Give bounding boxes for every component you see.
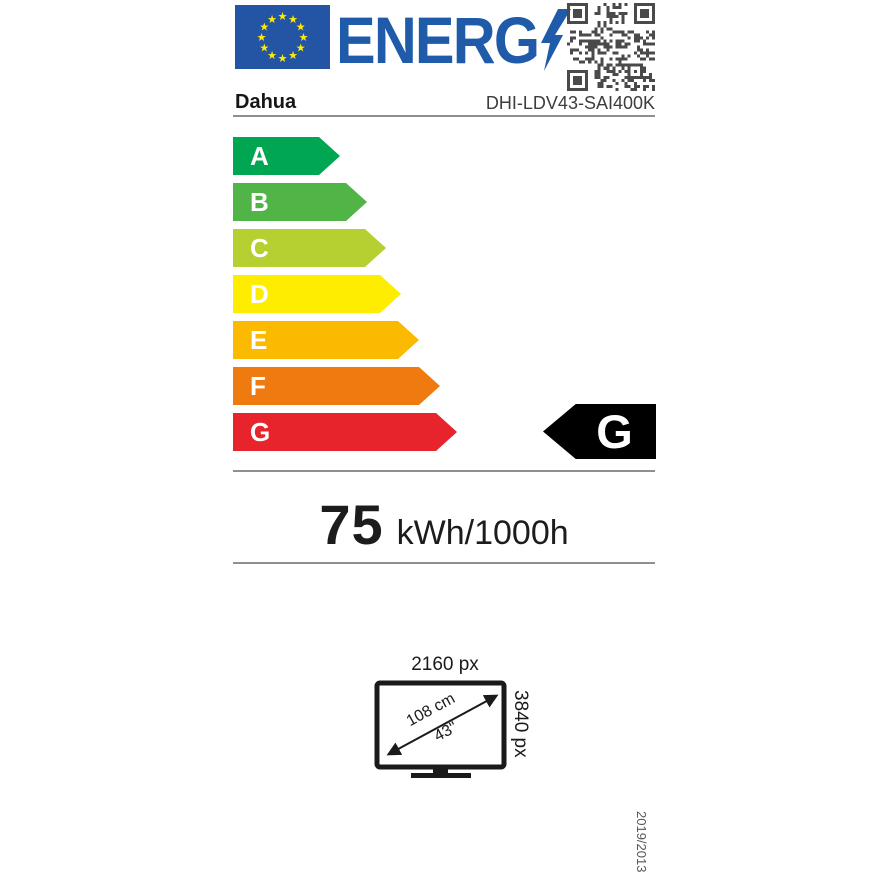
- svg-text:★: ★: [278, 52, 288, 65]
- svg-text:★: ★: [288, 13, 298, 26]
- consumption-value: 75: [319, 493, 384, 556]
- vertical-resolution-label: 3840 px: [510, 690, 531, 758]
- consumption-unit: kWh/1000h: [396, 514, 569, 552]
- energy-class-row-c: C: [233, 229, 457, 267]
- energy-class-row-d: D: [233, 275, 457, 313]
- energy-class-arrow: D: [233, 275, 401, 313]
- energ-wordmark: ENERG: [336, 3, 540, 77]
- energy-class-row-g: G: [233, 413, 457, 451]
- energy-class-arrow: A: [233, 137, 340, 175]
- energy-class-row-b: B: [233, 183, 457, 221]
- monitor-stand-neck: [433, 767, 448, 774]
- divider: [233, 470, 655, 472]
- energy-class-row-e: E: [233, 321, 457, 359]
- divider: [233, 115, 655, 117]
- energy-class-letter: G: [250, 416, 271, 447]
- svg-text:★: ★: [299, 31, 309, 44]
- energy-class-letter: D: [250, 278, 269, 309]
- energy-class-letter: B: [250, 186, 269, 217]
- eu-flag-icon: ★ ★ ★ ★ ★ ★ ★ ★ ★ ★ ★ ★: [235, 5, 330, 74]
- svg-text:★: ★: [259, 42, 269, 55]
- svg-text:★: ★: [259, 21, 269, 34]
- rating-letter: G: [596, 405, 633, 458]
- rating-pointer-arrow: G: [543, 404, 656, 459]
- brand-name: Dahua: [235, 91, 297, 113]
- monitor-stand-base: [411, 773, 471, 778]
- svg-text:★: ★: [288, 49, 298, 62]
- svg-text:★: ★: [296, 21, 306, 34]
- energy-class-arrow: B: [233, 183, 367, 221]
- energy-class-letter: A: [250, 140, 269, 171]
- diagonal-arrow: [386, 694, 499, 756]
- model-number: DHI-LDV43-SAI400K: [485, 93, 655, 113]
- svg-text:★: ★: [257, 31, 267, 44]
- monitor-diagram: 108 cm 43": [370, 680, 520, 787]
- energy-consumption: 75 kWh/1000h: [233, 492, 655, 556]
- qr-code: [567, 3, 655, 96]
- energy-class-letter: E: [250, 324, 268, 355]
- energy-class-row-f: F: [233, 367, 457, 405]
- regulation-number: 2019/2013: [634, 811, 649, 873]
- energy-class-arrow: F: [233, 367, 440, 405]
- svg-text:★: ★: [267, 49, 277, 62]
- svg-text:★: ★: [267, 13, 277, 26]
- horizontal-resolution-label: 2160 px: [411, 654, 479, 675]
- energy-class-row-a: A: [233, 137, 457, 175]
- energy-class-arrow: E: [233, 321, 419, 359]
- svg-text:★: ★: [296, 42, 306, 55]
- energy-class-letter: C: [250, 232, 269, 263]
- energy-class-letter: F: [250, 370, 266, 401]
- energy-class-arrow: G: [233, 413, 457, 451]
- lightning-bolt-icon: [541, 9, 571, 76]
- divider: [233, 562, 655, 564]
- svg-text:★: ★: [278, 10, 288, 23]
- energy-class-arrow: C: [233, 229, 386, 267]
